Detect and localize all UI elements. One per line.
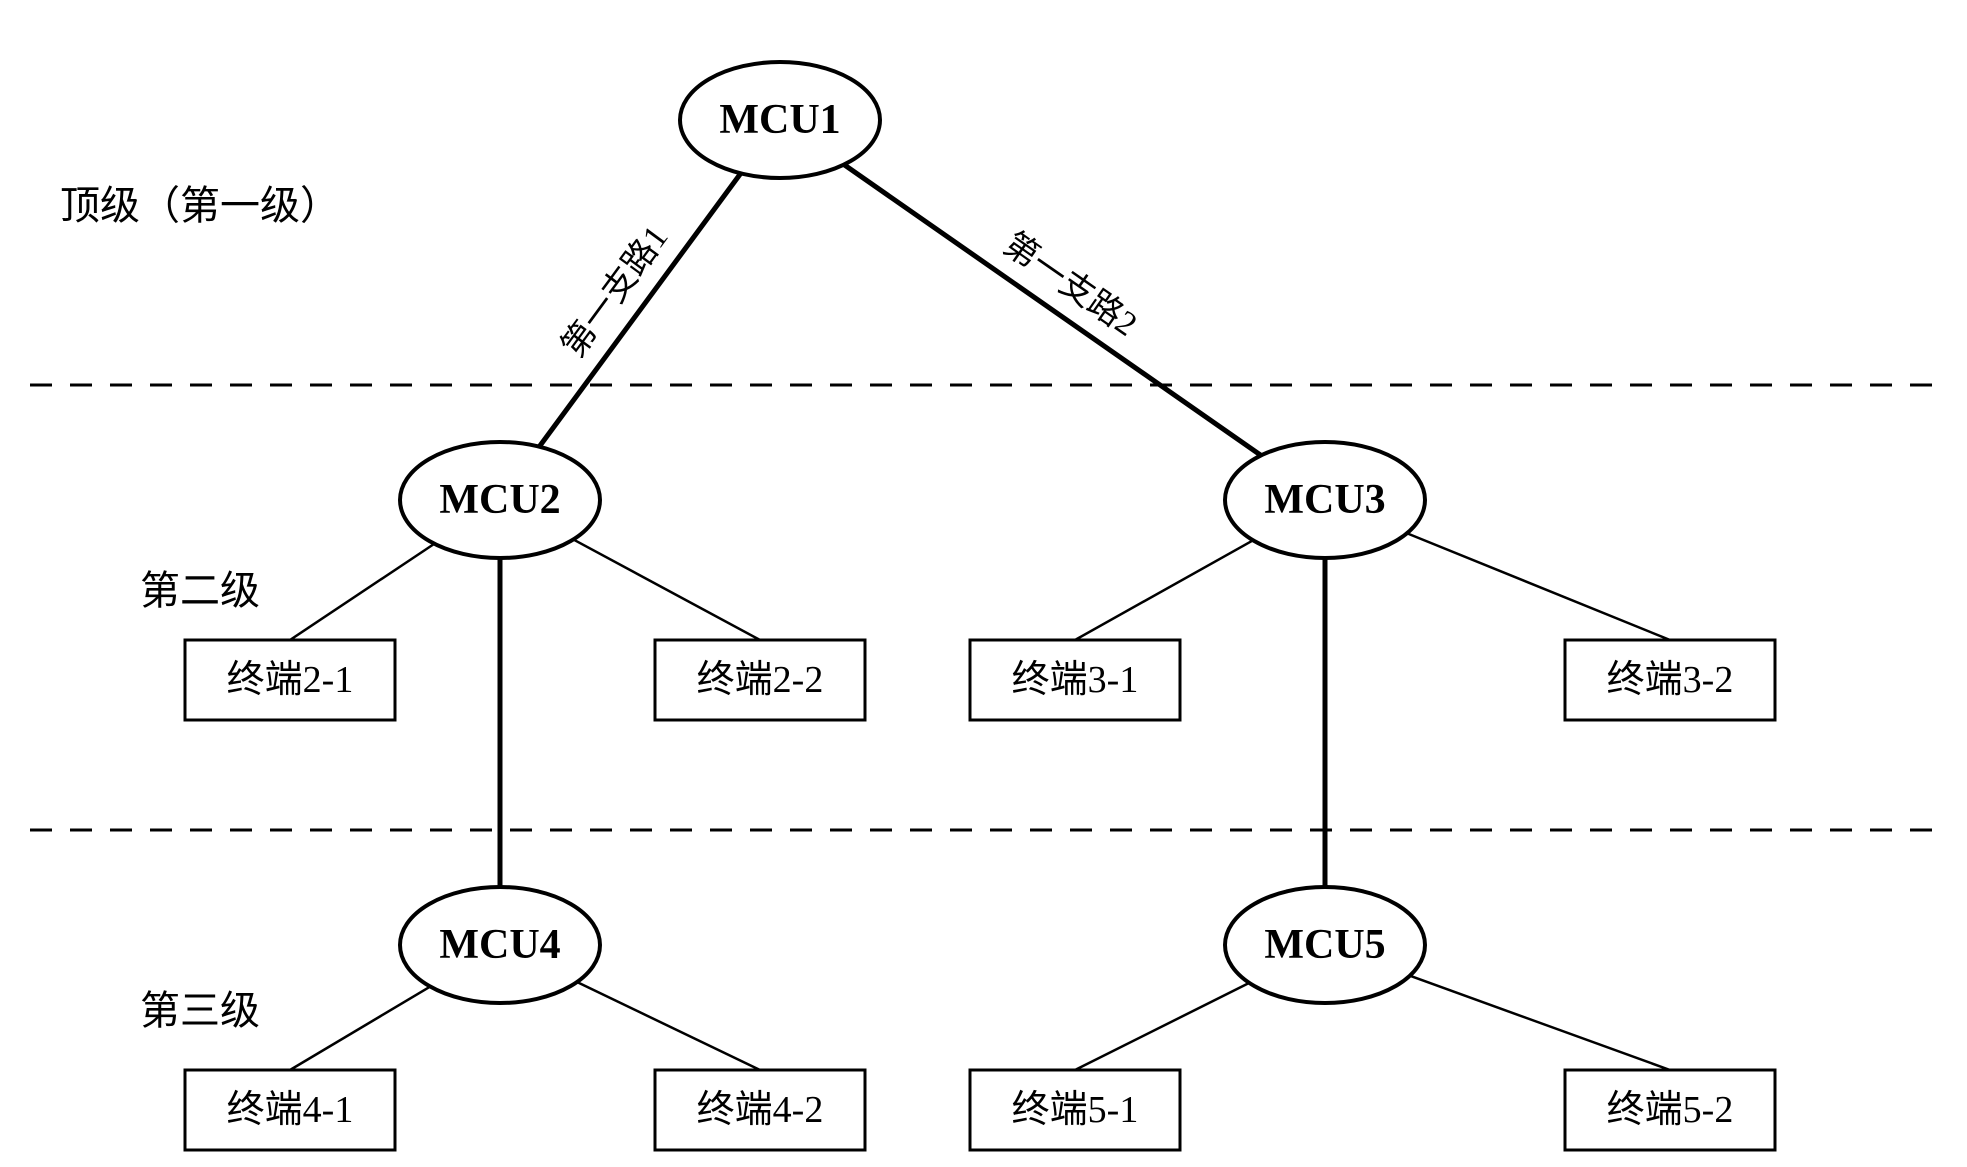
mcu-node-label: MCU3 xyxy=(1264,477,1385,523)
level-label: 第二级 xyxy=(140,568,260,613)
terminal-node-label: 终端5-2 xyxy=(1607,1089,1734,1131)
mcu-node-label: MCU5 xyxy=(1264,922,1385,968)
terminal-node-label: 终端4-1 xyxy=(227,1089,354,1131)
terminal-nodes: 终端2-1 终端2-2 终端3-1 终端3-2 终端4-1 终端4-2 终端5-1 终端5-2 xyxy=(185,640,1775,1150)
mcu-node: MCU5 xyxy=(1225,887,1425,1003)
terminal-edge xyxy=(1075,540,1253,640)
terminal-edge xyxy=(290,987,430,1070)
terminal-edge xyxy=(1075,983,1249,1070)
terminal-edge xyxy=(577,982,760,1070)
terminal-edge xyxy=(573,539,760,640)
terminal-node-label: 终端2-1 xyxy=(227,659,354,701)
mcu-edge xyxy=(539,173,740,446)
terminal-edge xyxy=(290,544,434,640)
terminal-edge xyxy=(1410,976,1670,1070)
terminal-node: 终端2-1 xyxy=(185,640,395,720)
mcu-nodes: MCU1 MCU2 MCU3 MCU4 MCU5 xyxy=(400,62,1425,1003)
mcu-edge xyxy=(844,165,1261,456)
terminal-node-label: 终端5-1 xyxy=(1012,1089,1139,1131)
mcu-node: MCU1 xyxy=(680,62,880,178)
diagram-canvas: 第一支路1第一支路2 MCU1MCU2MCU3MCU4MCU5 终端2-1终端2… xyxy=(0,0,1967,1167)
terminal-edge xyxy=(1407,533,1670,640)
mcu-node: MCU4 xyxy=(400,887,600,1003)
mcu-node: MCU2 xyxy=(400,442,600,558)
terminal-node: 终端4-1 xyxy=(185,1070,395,1150)
terminal-node: 终端2-2 xyxy=(655,640,865,720)
terminal-node-label: 终端2-2 xyxy=(697,659,824,701)
mcu-node-label: MCU1 xyxy=(719,97,840,143)
level-labels: 顶级（第一级） 第二级第三级 xyxy=(60,183,340,1033)
mcu-node: MCU3 xyxy=(1225,442,1425,558)
terminal-node: 终端5-2 xyxy=(1565,1070,1775,1150)
terminal-node-label: 终端3-2 xyxy=(1607,659,1734,701)
terminal-node: 终端3-2 xyxy=(1565,640,1775,720)
level-label: 第三级 xyxy=(140,988,260,1033)
level-dividers xyxy=(30,385,1937,830)
edge-labels: 第一支路1第一支路2 xyxy=(554,219,1144,365)
terminal-node-label: 终端4-2 xyxy=(697,1089,824,1131)
terminal-node: 终端4-2 xyxy=(655,1070,865,1150)
mcu-node-label: MCU2 xyxy=(439,477,560,523)
mcu-node-label: MCU4 xyxy=(439,922,560,968)
terminal-node: 终端3-1 xyxy=(970,640,1180,720)
level-label: 顶级（第一级） xyxy=(60,183,340,228)
terminal-node-label: 终端3-1 xyxy=(1012,659,1139,701)
terminal-node: 终端5-1 xyxy=(970,1070,1180,1150)
